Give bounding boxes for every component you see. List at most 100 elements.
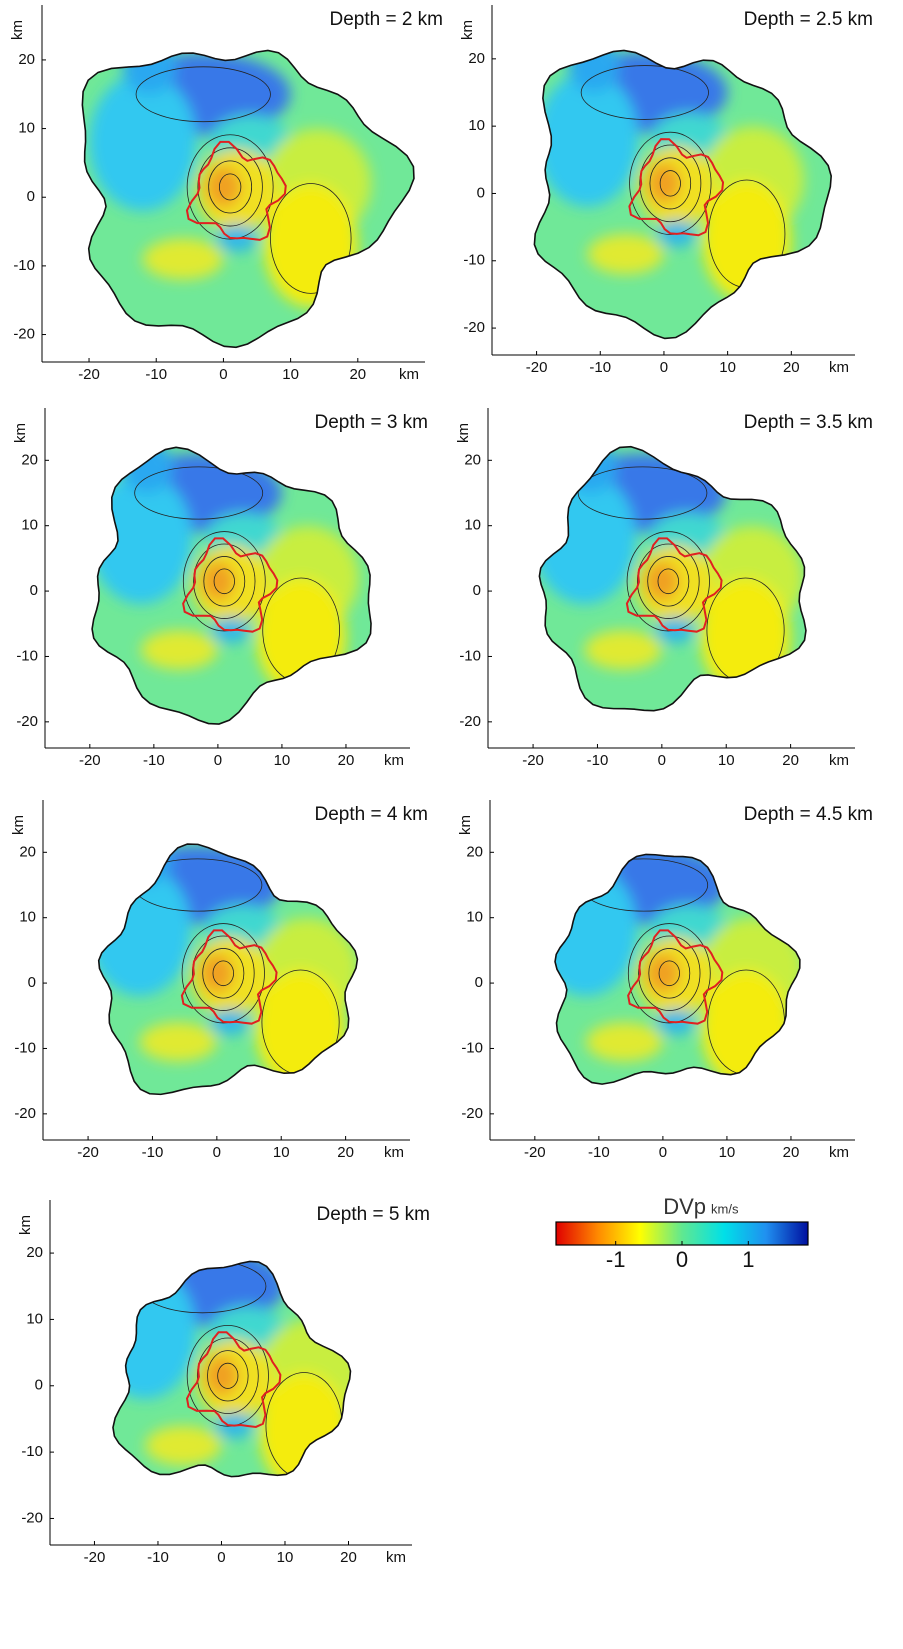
y-tick-label: 10 (464, 517, 481, 534)
anomaly (201, 561, 235, 601)
y-tick-label: 0 (475, 974, 483, 991)
contour (657, 568, 679, 595)
x-tick-label: 0 (219, 366, 227, 383)
x-tick-label: -20 (524, 1144, 546, 1161)
caldera-outline (627, 929, 724, 1025)
contour (182, 531, 266, 632)
x-tick-label: -10 (589, 359, 611, 376)
anomaly (647, 163, 681, 204)
contour (639, 144, 702, 223)
x-tick-label: 20 (337, 1144, 354, 1161)
y-axis-label: km (17, 1215, 34, 1235)
x-tick-label: 20 (783, 1144, 800, 1161)
x-axis-label: km (386, 1549, 406, 1566)
contour (212, 960, 234, 987)
x-tick-label: -20 (84, 1549, 106, 1566)
contour (658, 960, 680, 987)
panel-title: Depth = 3.5 km (744, 412, 873, 433)
contour (649, 157, 692, 210)
y-tick-label: -20 (463, 319, 485, 336)
anomaly (259, 1372, 349, 1477)
contour (213, 568, 235, 595)
caldera-outline (185, 1331, 282, 1428)
x-tick-label: 0 (214, 752, 222, 769)
map-field (92, 447, 372, 725)
y-axis-label: km (455, 423, 472, 443)
x-tick-label: -10 (142, 1144, 164, 1161)
x-tick-label: 0 (660, 359, 668, 376)
contour (203, 556, 246, 607)
contour (196, 1337, 259, 1415)
panel-title: Depth = 4.5 km (744, 804, 873, 825)
map-outline (91, 446, 372, 725)
caldera-outline (625, 537, 723, 633)
contour (218, 173, 242, 201)
x-axis-label: km (399, 366, 419, 383)
x-tick-label: -10 (588, 1144, 610, 1161)
y-tick-label: -20 (14, 1105, 36, 1122)
contour (648, 948, 691, 999)
y-tick-label: 0 (30, 582, 38, 599)
y-axis-label: km (457, 815, 474, 835)
anomaly (263, 183, 358, 308)
contour (626, 531, 710, 632)
map-panel (533, 49, 832, 340)
contour (193, 543, 256, 619)
x-tick-label: 10 (719, 359, 736, 376)
y-tick-label: -20 (21, 1509, 43, 1526)
anomaly (145, 1425, 222, 1466)
map-panel (554, 853, 801, 1085)
y-tick-label: -10 (463, 252, 485, 269)
y-axis-label: km (459, 20, 476, 40)
contour (580, 65, 709, 120)
contour (638, 935, 701, 1011)
x-tick-label: -20 (522, 752, 544, 769)
map-outline (97, 843, 359, 1096)
y-tick-label: 20 (18, 51, 35, 68)
anomaly (584, 630, 662, 670)
x-tick-label: -10 (147, 1549, 169, 1566)
x-tick-label: 20 (340, 1549, 357, 1566)
y-tick-label: -10 (14, 1039, 36, 1056)
contour (217, 1362, 239, 1389)
y-axis-label: km (9, 20, 26, 40)
x-tick-label: 0 (217, 1549, 225, 1566)
x-tick-label: 20 (338, 752, 355, 769)
contour (627, 923, 711, 1024)
y-tick-label: 20 (19, 843, 36, 860)
y-tick-label: 0 (27, 188, 35, 205)
map-panel (112, 1260, 352, 1478)
panel-title: Depth = 4 km (314, 804, 428, 825)
x-tick-label: -20 (78, 366, 100, 383)
contour (181, 923, 265, 1024)
x-tick-label: 10 (277, 1549, 294, 1566)
y-axis-label: km (12, 423, 29, 443)
contour (135, 66, 271, 123)
map-outline (538, 445, 807, 712)
x-tick-label: 0 (213, 1144, 221, 1161)
panel-title: Depth = 5 km (316, 1204, 430, 1225)
x-axis-label: km (829, 359, 849, 376)
x-tick-label: 20 (782, 752, 799, 769)
contour (647, 556, 690, 607)
y-tick-label: 20 (464, 451, 481, 468)
x-tick-label: 0 (659, 1144, 667, 1161)
y-tick-label: -10 (461, 1039, 483, 1056)
x-tick-label: 0 (658, 752, 666, 769)
x-axis-label: km (384, 752, 404, 769)
map-panel (81, 49, 415, 349)
map-outline (554, 853, 801, 1085)
contour (186, 134, 274, 240)
anomaly (205, 166, 241, 208)
anomaly (204, 1355, 238, 1396)
caldera-outline (180, 929, 278, 1025)
x-tick-label: 10 (719, 1144, 736, 1161)
y-tick-label: -10 (21, 1443, 43, 1460)
anomaly (586, 1022, 663, 1062)
map-panel (538, 445, 807, 712)
y-tick-label: 0 (28, 974, 36, 991)
y-tick-label: -10 (459, 647, 481, 664)
anomaly (120, 844, 172, 885)
y-tick-label: 10 (468, 117, 485, 134)
